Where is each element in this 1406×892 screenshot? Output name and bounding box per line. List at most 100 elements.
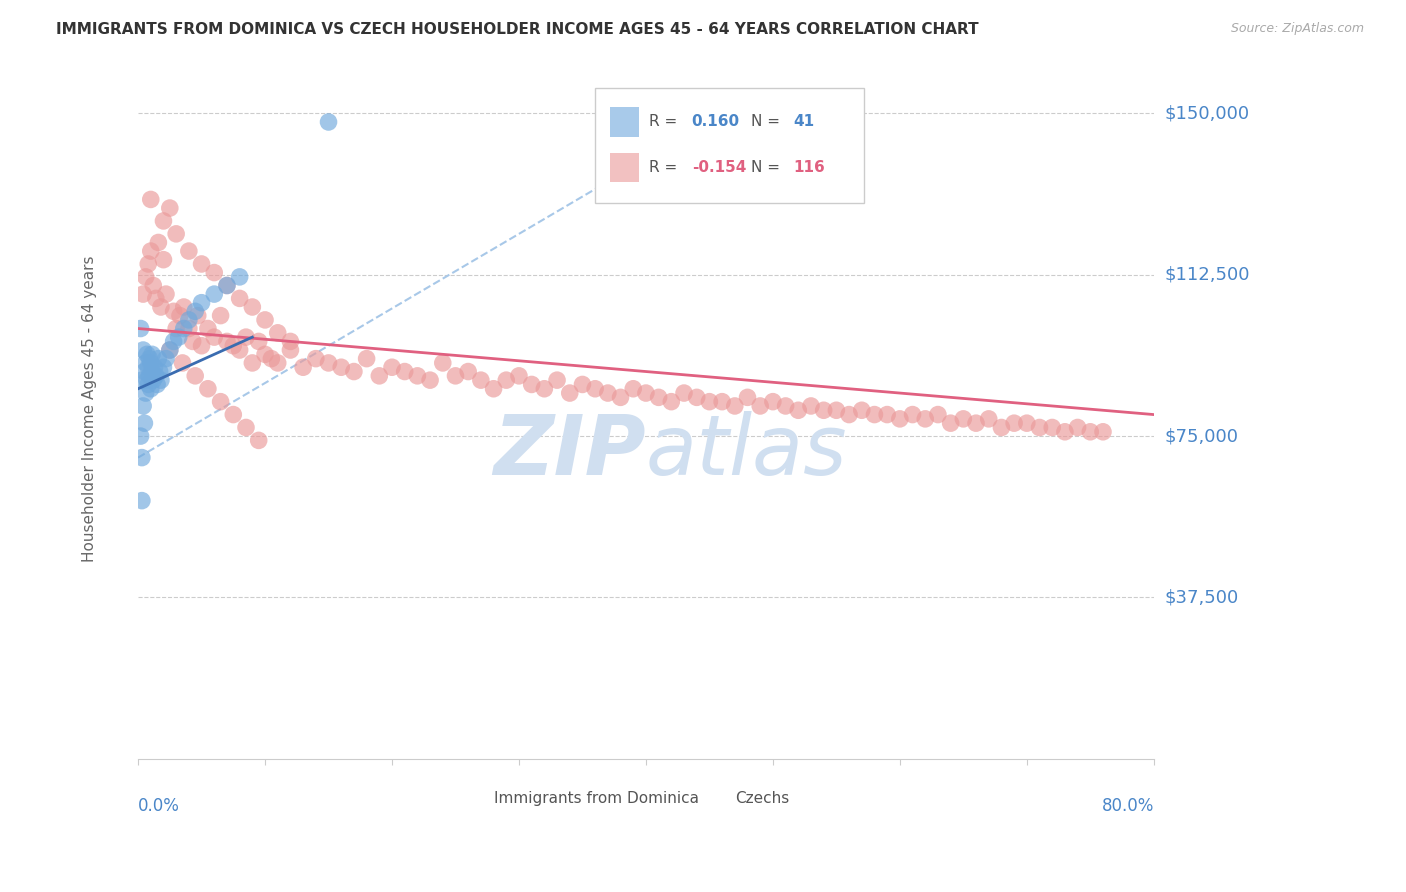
Point [152,360,174,375]
Text: IMMIGRANTS FROM DOMINICA VS CZECH HOUSEHOLDER INCOME AGES 45 - 64 YEARS CORRELAT: IMMIGRANTS FROM DOMINICA VS CZECH HOUSEH… [56,22,979,37]
Point [444,368,467,383]
Point [134,416,156,430]
Text: atlas: atlas [645,410,848,491]
Point [177,244,200,258]
Point [800,399,823,413]
Point [457,365,479,379]
Point [762,394,785,409]
Point [901,408,924,422]
Text: $37,500: $37,500 [1166,589,1239,607]
Point [596,386,619,401]
Point [247,434,270,448]
Point [724,399,747,413]
Point [159,201,181,215]
Point [533,382,555,396]
Point [184,368,207,383]
Point [215,334,238,349]
Point [222,408,245,422]
Point [889,412,911,426]
Point [673,386,696,401]
FancyBboxPatch shape [700,789,728,809]
Point [686,390,709,404]
Point [139,193,162,207]
Point [138,351,160,366]
Point [1028,420,1050,434]
Point [145,292,167,306]
Point [139,244,162,258]
Point [215,278,238,293]
Point [148,351,170,366]
Point [927,408,949,422]
Point [621,382,644,396]
Point [394,365,416,379]
Text: Czechs: Czechs [735,791,790,806]
Point [135,356,157,370]
Point [495,373,517,387]
Point [254,313,277,327]
Point [699,394,721,409]
Point [634,386,657,401]
Point [775,399,797,413]
Point [165,321,187,335]
Text: R =: R = [650,161,682,176]
Point [520,377,543,392]
Point [136,347,159,361]
Point [318,115,340,129]
Text: 41: 41 [793,114,814,129]
Point [173,321,195,335]
Point [177,321,200,335]
Point [260,351,283,366]
Point [165,227,187,241]
Point [235,330,257,344]
Point [141,347,163,361]
Point [749,399,772,413]
Point [558,386,581,401]
Point [609,390,631,404]
FancyBboxPatch shape [458,789,486,809]
Point [222,339,245,353]
Point [1078,425,1101,439]
Text: Householder Income Ages 45 - 64 years: Householder Income Ages 45 - 64 years [82,256,97,563]
Point [343,365,366,379]
Point [851,403,873,417]
Point [1053,425,1076,439]
Point [647,390,669,404]
Text: 80.0%: 80.0% [1101,797,1154,815]
Point [432,356,454,370]
Point [155,351,177,366]
Point [132,343,155,357]
Point [155,287,177,301]
Point [152,252,174,267]
Point [131,450,153,465]
Text: $75,000: $75,000 [1166,427,1239,445]
Point [190,295,212,310]
Point [280,343,302,357]
Point [202,266,225,280]
Point [914,412,936,426]
Point [149,365,172,379]
Point [187,309,209,323]
Point [240,300,263,314]
Point [254,347,277,361]
Point [131,373,153,387]
Point [135,269,157,284]
Point [181,334,204,349]
Point [863,408,886,422]
Point [162,334,184,349]
Point [184,304,207,318]
Point [470,373,492,387]
Point [330,360,353,375]
Point [138,368,160,383]
Point [215,278,238,293]
Point [240,356,263,370]
Point [228,343,250,357]
Point [546,373,568,387]
Point [139,382,162,396]
Text: N =: N = [751,114,785,129]
Text: $150,000: $150,000 [1166,104,1250,122]
Point [149,373,172,387]
Point [136,373,159,387]
Point [267,356,290,370]
Point [1015,416,1038,430]
Point [368,368,391,383]
